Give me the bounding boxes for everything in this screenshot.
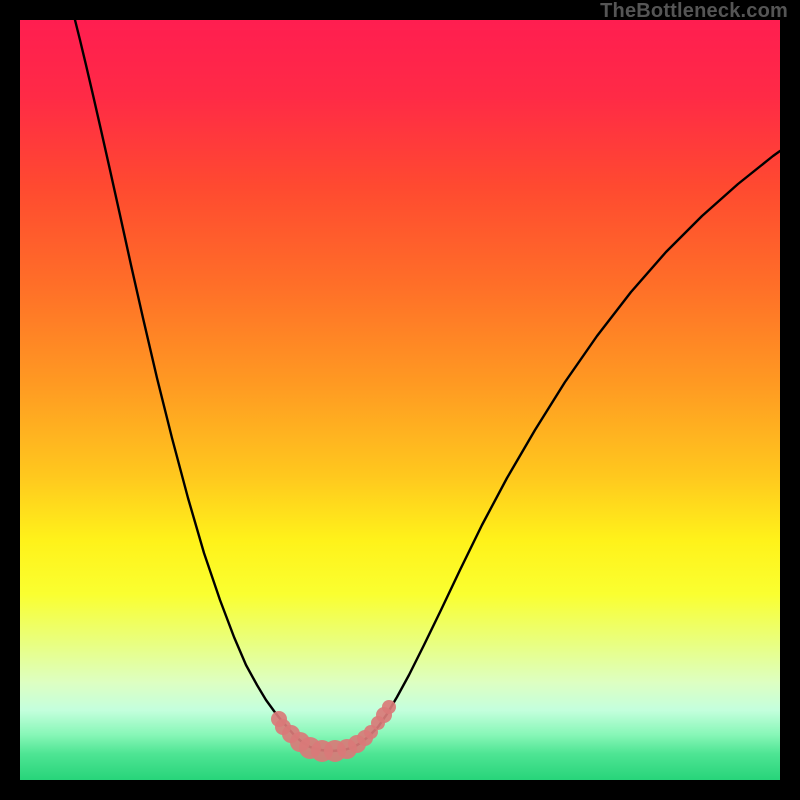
optimal-marker xyxy=(382,700,396,714)
watermark-text: TheBottleneck.com xyxy=(600,0,788,23)
optimal-markers xyxy=(20,20,780,780)
chart-frame: TheBottleneck.com xyxy=(0,0,800,800)
